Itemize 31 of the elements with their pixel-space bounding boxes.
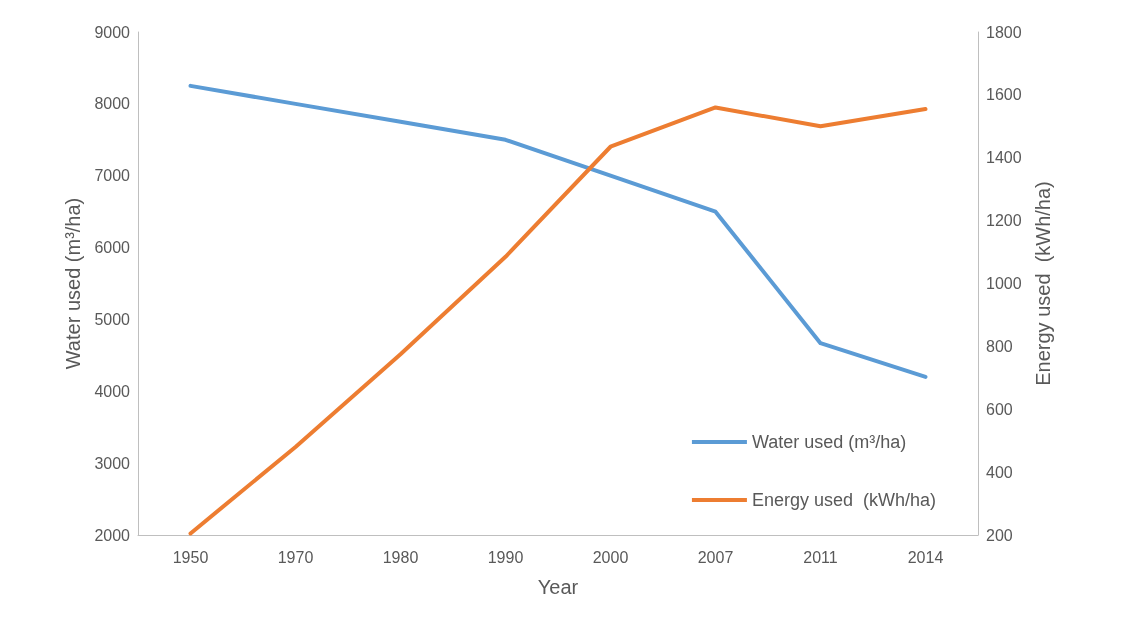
x-axis-title: Year (537, 576, 579, 598)
y-tick-label: 7000 (94, 167, 131, 185)
x-tick-label: 1980 (382, 548, 419, 566)
x-tick-label: 2000 (592, 548, 629, 566)
y2-tick-label: 800 (986, 337, 1013, 355)
y2-tick-label: 1000 (986, 275, 1022, 292)
y-tick-label: 3000 (94, 454, 131, 472)
x-tick-label: 2007 (697, 548, 734, 566)
y-tick-label: 9000 (94, 23, 131, 41)
x-tick-label: 1950 (172, 548, 209, 566)
y2-tick-label: 1200 (986, 212, 1022, 230)
y2-tick-label: 1800 (986, 23, 1022, 41)
y-axis-title: Water used (m³/ha) (62, 197, 84, 370)
y2-tick-label: 200 (986, 526, 1013, 544)
y-tick-label: 4000 (94, 382, 131, 400)
y-tick-label: 5000 (94, 310, 131, 328)
y2-tick-label: 400 (986, 463, 1013, 481)
y-tick-label: 8000 (94, 95, 131, 113)
legend-label: Energy used (kWh/ha) (751, 490, 936, 510)
legend-label: Water used (m³/ha) (751, 432, 907, 452)
y-tick-label: 2000 (94, 526, 131, 544)
y2-tick-label: 600 (986, 400, 1013, 418)
x-tick-label: 1970 (277, 548, 314, 566)
x-tick-label: 2014 (907, 548, 944, 566)
y2-tick-label: 1600 (986, 86, 1022, 104)
y2-tick-label: 1400 (986, 149, 1022, 167)
x-tick-label: 2011 (803, 548, 838, 566)
line-series (188, 83, 928, 379)
x-tick-label: 1990 (487, 548, 524, 566)
y2-axis-title: Energy used (kWh/ha) (1032, 181, 1054, 386)
y-tick-label: 6000 (94, 239, 131, 257)
